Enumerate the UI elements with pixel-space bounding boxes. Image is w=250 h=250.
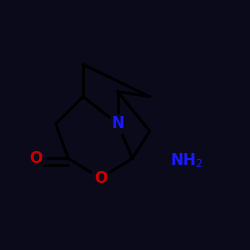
Text: O: O [30, 151, 43, 166]
Text: O: O [94, 171, 107, 186]
Text: NH$_2$: NH$_2$ [170, 152, 202, 170]
Text: N: N [111, 116, 124, 131]
